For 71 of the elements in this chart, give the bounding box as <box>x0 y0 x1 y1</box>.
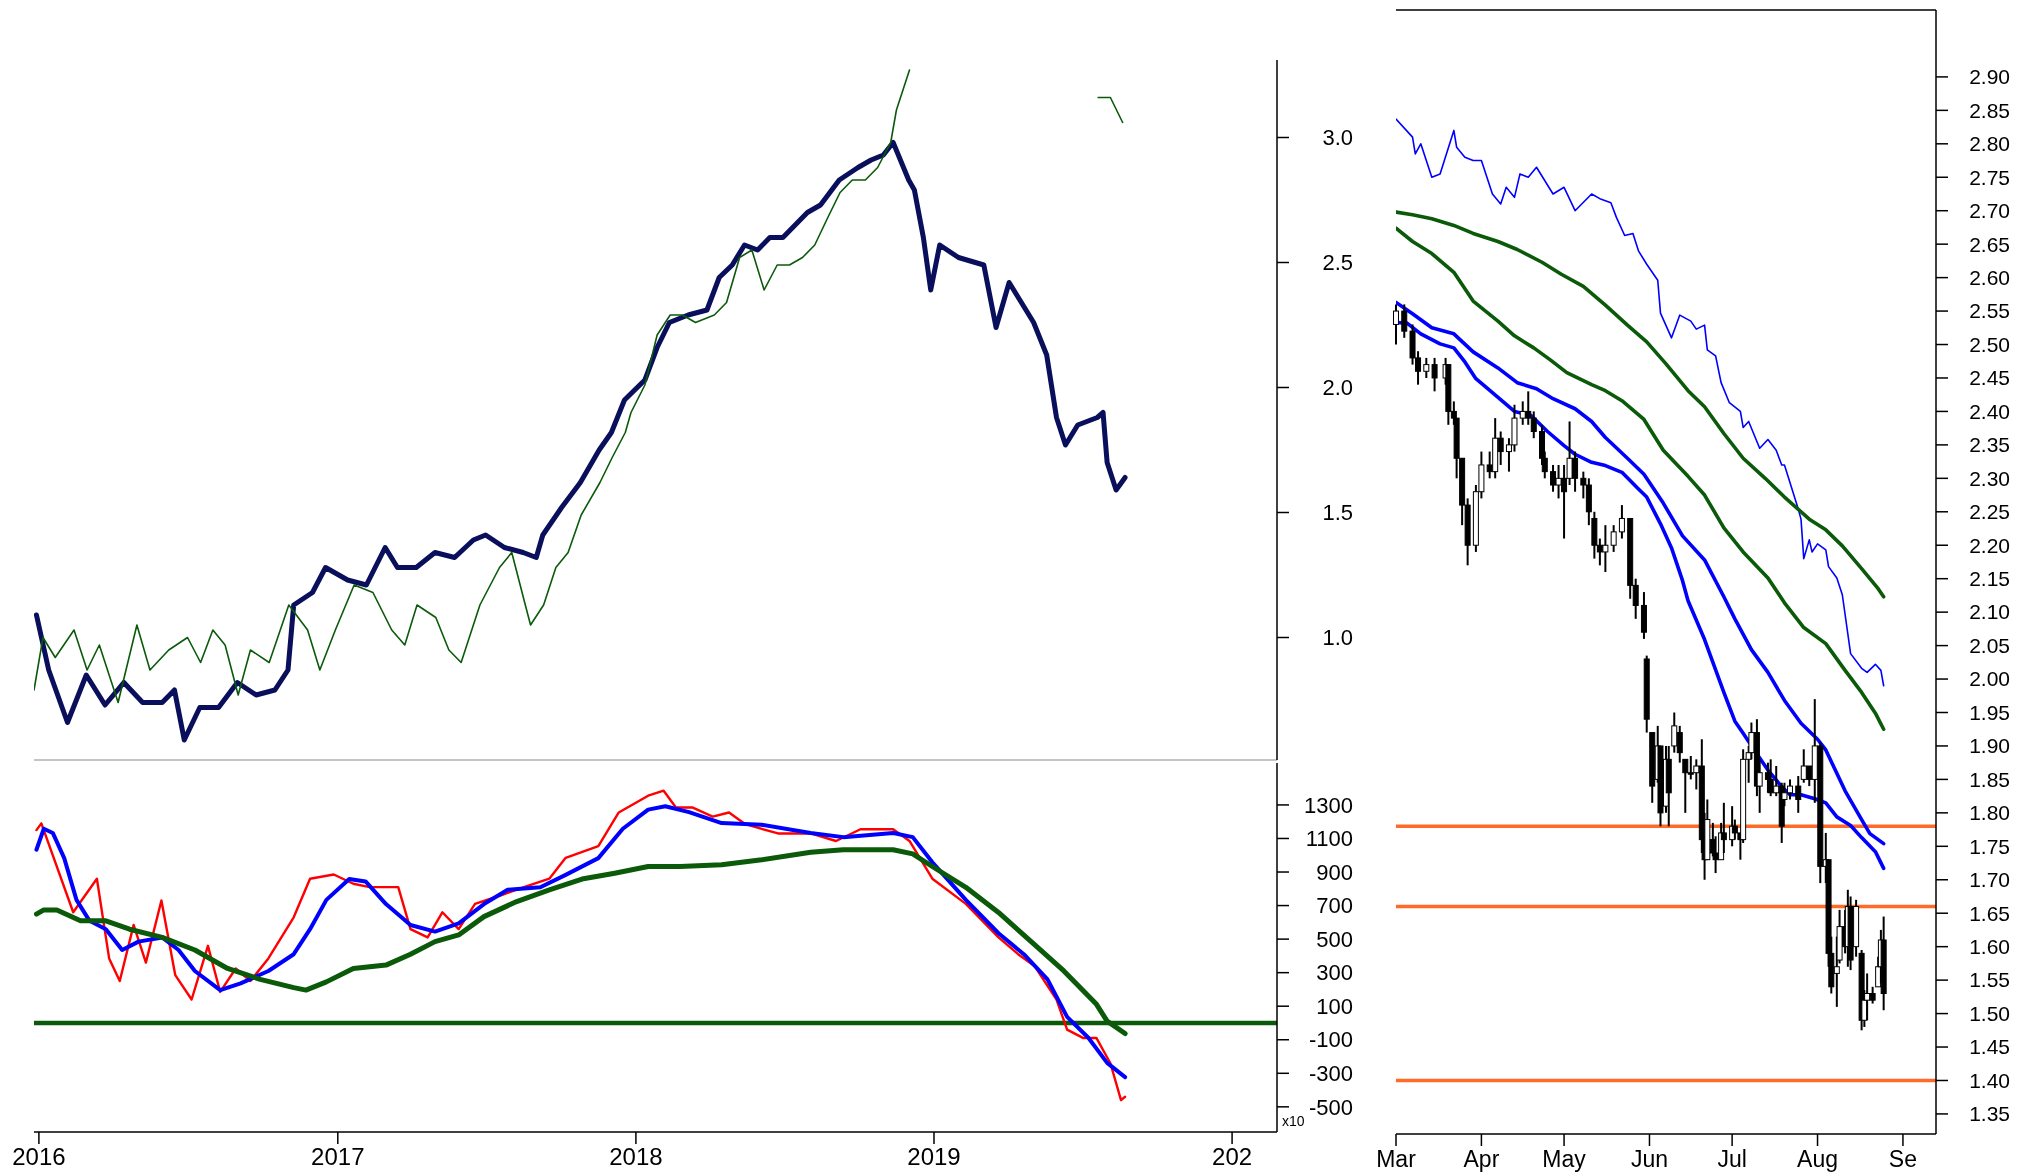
candlestick <box>1795 775 1802 814</box>
y-tick-label: 3.0 <box>1322 125 1353 151</box>
y-tick-label: 2.15 <box>1969 567 2010 591</box>
y-tick-label: 500 <box>1316 926 1353 952</box>
y-tick-label: 2.60 <box>1969 265 2010 289</box>
x-tick-label: Jun <box>1630 1146 1669 1172</box>
y-tick-label: 2.30 <box>1969 466 2010 490</box>
y-tick-label: 2.50 <box>1969 332 2010 356</box>
y-tick-label: 2.10 <box>1969 600 2010 624</box>
x-tick-label: Apr <box>1463 1146 1500 1172</box>
y-tick-label: -300 <box>1308 1061 1353 1086</box>
y-tick-label: 2.45 <box>1969 366 2010 390</box>
y-tick-label: 1.55 <box>1969 968 2010 992</box>
y-tick-label: 1300 <box>1304 792 1353 818</box>
x-tick-label: 2019 <box>907 1143 961 1170</box>
y-tick-label: 2.20 <box>1969 533 2010 557</box>
y-tick-label: 700 <box>1316 893 1353 919</box>
x-tick-label: 2016 <box>12 1143 66 1170</box>
x-tick-label: Jul <box>1717 1146 1747 1172</box>
y-tick-label: 1.35 <box>1969 1102 2010 1126</box>
x-tick-label: 2018 <box>609 1143 663 1170</box>
y-tick-label: 2.05 <box>1969 633 2010 657</box>
y-tick-label: 2.85 <box>1969 98 2010 122</box>
y-tick-label: 2.75 <box>1969 165 2010 189</box>
y-tick-label: 1.90 <box>1969 734 2010 758</box>
candlestick <box>1550 463 1557 493</box>
y-tick-label: 1.70 <box>1969 868 2010 892</box>
line-series <box>1396 210 1886 599</box>
y-tick-label: 1.0 <box>1322 625 1353 651</box>
y-tick-label: 300 <box>1316 960 1353 986</box>
y-tick-label: 2.55 <box>1969 299 2010 323</box>
y-tick-label: 2.0 <box>1322 375 1353 401</box>
y-tick-label: 1.80 <box>1969 801 2010 825</box>
y-tick-label: 2.5 <box>1322 250 1353 276</box>
y-tick-label: 1.45 <box>1969 1035 2010 1059</box>
candlestick <box>1610 524 1617 553</box>
y-tick-label: 1.60 <box>1969 935 2010 959</box>
candlestick <box>1423 356 1430 379</box>
y-tick-label: 2.80 <box>1969 132 2010 156</box>
candlestick <box>1401 303 1408 339</box>
y-tick-label: 1.95 <box>1969 700 2010 724</box>
y-tick-label: 1.85 <box>1969 767 2010 791</box>
x-tick-label: Mar <box>1376 1146 1417 1172</box>
y-tick-label: 1100 <box>1305 826 1353 852</box>
line-series <box>1396 226 1886 732</box>
y-tick-label: -100 <box>1308 1027 1353 1053</box>
x-tick-label: 202 <box>1212 1143 1253 1170</box>
x-tick-label: 2017 <box>311 1143 365 1170</box>
candlestick <box>1431 356 1438 393</box>
x-tick-label: May <box>1542 1146 1587 1172</box>
y-tick-label: 2.35 <box>1969 433 2010 457</box>
candlestick <box>1393 303 1399 346</box>
y-tick-label: -500 <box>1308 1094 1353 1120</box>
y-tick-label: 2.40 <box>1969 399 2010 423</box>
y-tick-label: 1.5 <box>1322 500 1353 526</box>
y-tick-label: 2.70 <box>1969 199 2010 223</box>
text: x10 <box>1282 1113 1305 1129</box>
y-tick-label: 2.90 <box>1969 65 2010 89</box>
x-tick-label: Se <box>1888 1146 1918 1172</box>
y-tick-label: 1.40 <box>1969 1068 2010 1092</box>
y-tick-label: 2.25 <box>1969 500 2010 524</box>
y-tick-label: 1.65 <box>1969 901 2010 925</box>
y-tick-label: 900 <box>1316 859 1353 885</box>
y-tick-label: 1.75 <box>1969 834 2010 858</box>
line-series <box>1396 118 1885 687</box>
candlestick <box>1618 504 1625 540</box>
y-tick-label: 2.00 <box>1969 667 2010 691</box>
x-tick-label: Aug <box>1797 1146 1838 1172</box>
y-tick-label: 1.50 <box>1969 1001 2010 1025</box>
y-tick-label: 2.65 <box>1969 232 2010 256</box>
y-tick-label: 100 <box>1316 993 1353 1019</box>
